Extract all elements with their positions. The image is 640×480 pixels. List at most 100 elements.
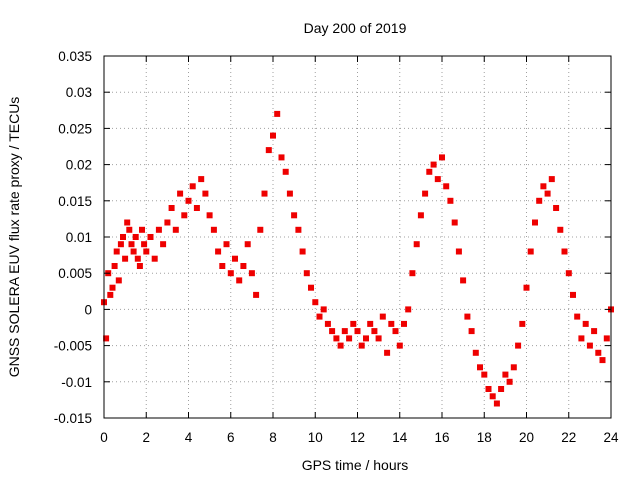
data-point <box>172 226 179 233</box>
data-point <box>113 248 120 255</box>
data-point <box>422 190 429 197</box>
data-point <box>544 190 551 197</box>
data-point <box>426 168 433 175</box>
data-point <box>447 197 454 204</box>
data-point <box>303 270 310 277</box>
data-point <box>270 132 276 139</box>
data-point <box>117 241 124 248</box>
data-point <box>219 263 226 269</box>
data-point <box>582 320 589 327</box>
data-point <box>291 212 298 219</box>
data-point <box>396 342 403 349</box>
data-point <box>561 248 568 255</box>
data-point <box>151 255 158 262</box>
y-tick-label: 0.03 <box>66 85 92 100</box>
data-point <box>185 197 192 204</box>
data-point <box>168 205 175 211</box>
x-axis-label: GPS time / hours <box>302 457 409 473</box>
data-point <box>223 241 230 248</box>
data-point <box>455 248 462 255</box>
y-tick-label: 0.005 <box>58 266 92 281</box>
data-point <box>502 371 509 378</box>
data-point <box>468 328 475 335</box>
data-point <box>282 168 289 175</box>
y-tick-label: 0.02 <box>66 158 92 173</box>
data-point <box>124 219 131 226</box>
data-point <box>417 212 424 219</box>
data-point <box>278 154 285 161</box>
data-point <box>206 212 213 219</box>
data-point <box>139 226 145 233</box>
data-point <box>346 335 353 342</box>
x-axis: 0 2 4 6 8 10 12 14 16 18 20 22 24 <box>100 56 619 445</box>
data-point <box>354 328 361 335</box>
y-tick-label: 0 <box>84 302 92 317</box>
data-point <box>451 219 458 226</box>
data-point <box>434 176 441 183</box>
data-point <box>510 364 517 371</box>
data-point <box>358 342 365 349</box>
data-point <box>316 313 323 320</box>
data-point <box>603 335 610 342</box>
data-point <box>388 320 395 327</box>
data-point <box>210 226 217 233</box>
data-point <box>350 320 357 327</box>
grid <box>104 56 611 418</box>
data-point <box>519 320 526 327</box>
data-point <box>215 248 222 255</box>
y-tick-label: 0.035 <box>58 49 92 64</box>
y-tick-label: -0.005 <box>54 339 92 354</box>
data-point <box>536 197 543 204</box>
y-tick-label: 0.01 <box>66 230 92 245</box>
data-point <box>371 328 378 335</box>
data-point <box>147 234 154 240</box>
x-tick-label: 4 <box>185 430 193 445</box>
data-point <box>384 349 391 356</box>
data-point <box>498 386 505 392</box>
data-point <box>244 241 251 248</box>
data-point <box>489 393 496 400</box>
data-point <box>367 320 374 327</box>
x-tick-label: 6 <box>227 430 235 445</box>
data-point <box>107 291 114 298</box>
x-tick-label: 22 <box>561 430 576 445</box>
data-point <box>586 342 593 349</box>
data-point <box>599 357 606 364</box>
data-point <box>134 255 141 262</box>
data-point <box>464 313 471 320</box>
data-point <box>591 328 598 335</box>
data-point <box>189 183 196 190</box>
data-point <box>460 277 467 284</box>
data-point <box>523 284 530 291</box>
data-point <box>132 234 139 240</box>
y-axis: -0.015 -0.01 -0.005 0 0.005 0.01 0.015 0.02 0.02… <box>54 49 611 426</box>
data-point <box>574 313 581 320</box>
y-tick-label: 0.015 <box>58 194 92 209</box>
x-tick-label: 20 <box>519 430 534 445</box>
data-point <box>439 154 445 161</box>
data-point <box>392 328 399 335</box>
y-tick-label: -0.01 <box>61 375 92 390</box>
data-point <box>337 342 344 349</box>
x-tick-label: 8 <box>269 430 277 445</box>
data-point <box>401 320 407 327</box>
data-point <box>236 277 243 284</box>
data-point <box>333 335 340 342</box>
data-point <box>413 241 420 248</box>
data-point <box>103 335 110 342</box>
x-tick-label: 18 <box>477 430 492 445</box>
data-point <box>430 161 437 168</box>
data-point <box>111 263 118 269</box>
data-point <box>548 176 555 183</box>
data-point <box>557 226 564 233</box>
data-point <box>240 263 247 269</box>
data-point <box>120 234 126 240</box>
data-point <box>181 212 188 219</box>
data-point <box>553 205 560 211</box>
data-point <box>227 270 234 277</box>
data-point <box>141 241 148 248</box>
data-point <box>443 183 450 190</box>
data-point <box>595 349 602 356</box>
data-point <box>160 241 167 248</box>
